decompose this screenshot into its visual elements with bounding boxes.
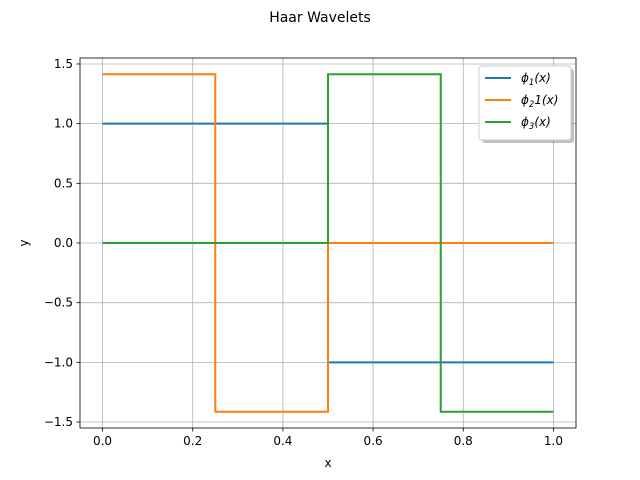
y-tick-label: 0.0 (54, 236, 73, 250)
y-tick-label: 0.5 (54, 176, 73, 190)
legend-subscript: 3 (529, 122, 534, 132)
chart-title: Haar Wavelets (269, 10, 371, 26)
x-tick-label: 0.2 (183, 434, 202, 448)
series-lines (102, 73, 554, 413)
series-line-3 (102, 73, 554, 413)
legend-entry-3: ϕ3(x) (521, 115, 551, 132)
x-tick-label: 0.8 (454, 434, 473, 448)
legend-argument: 1(x) (534, 93, 558, 107)
legend-entry-1: ϕ1(x) (521, 71, 551, 88)
axis-ticks: 0.0 0.2 0.4 0.6 0.8 1.0 1.5 1.0 0.5 0.0 −0.5 −1.0 −1… (44, 57, 563, 448)
legend-symbol: ϕ (521, 71, 529, 85)
y-tick-label: −1.5 (44, 415, 73, 429)
x-tick-label: 1.0 (544, 434, 563, 448)
legend-symbol: ϕ (521, 115, 529, 129)
x-tick-label: 0.0 (93, 434, 112, 448)
legend-argument: (x) (534, 115, 550, 129)
y-tick-label: 1.0 (54, 117, 73, 131)
x-tick-label: 0.6 (364, 434, 383, 448)
y-tick-label: −0.5 (44, 296, 73, 310)
legend-argument: (x) (534, 71, 550, 85)
legend-subscript: 1 (529, 78, 534, 88)
x-tick-label: 0.4 (273, 434, 292, 448)
legend: ϕ1(x)ϕ21(x)ϕ3(x) (478, 65, 574, 143)
y-tick-label: −1.0 (44, 355, 73, 369)
legend-subscript: 2 (529, 100, 534, 110)
y-axis-label: y (17, 239, 31, 246)
y-tick-label: 1.5 (54, 57, 73, 71)
legend-symbol: ϕ (521, 93, 529, 107)
legend-entry-2: ϕ21(x) (521, 93, 558, 110)
x-axis-label: x (324, 456, 331, 470)
series-line-2 (102, 73, 554, 413)
